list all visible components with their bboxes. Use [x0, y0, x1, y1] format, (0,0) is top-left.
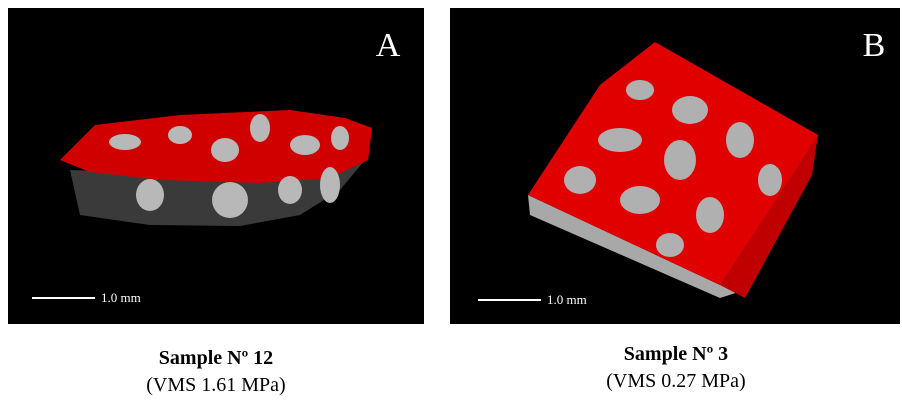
figure: A 1.0 mm B 1.0 mm Sample Nº 12 (VMS 1.61… — [0, 0, 902, 400]
panel-label: B — [863, 27, 886, 64]
figure-svg: A 1.0 mm B 1.0 mm Sample Nº 12 (VMS 1.61… — [0, 0, 902, 400]
scale-label: 1.0 mm — [101, 290, 141, 305]
scale-label: 1.0 mm — [547, 292, 587, 307]
caption-title: Sample Nº 3 — [624, 343, 728, 365]
caption-subtitle: (VMS 0.27 MPa) — [606, 370, 745, 392]
panel-b: B 1.0 mm — [450, 8, 900, 324]
caption-subtitle: (VMS 1.61 MPa) — [146, 374, 285, 396]
panel-label: A — [376, 27, 401, 64]
panel-a: A 1.0 mm — [8, 8, 424, 324]
caption-title: Sample Nº 12 — [159, 347, 273, 369]
